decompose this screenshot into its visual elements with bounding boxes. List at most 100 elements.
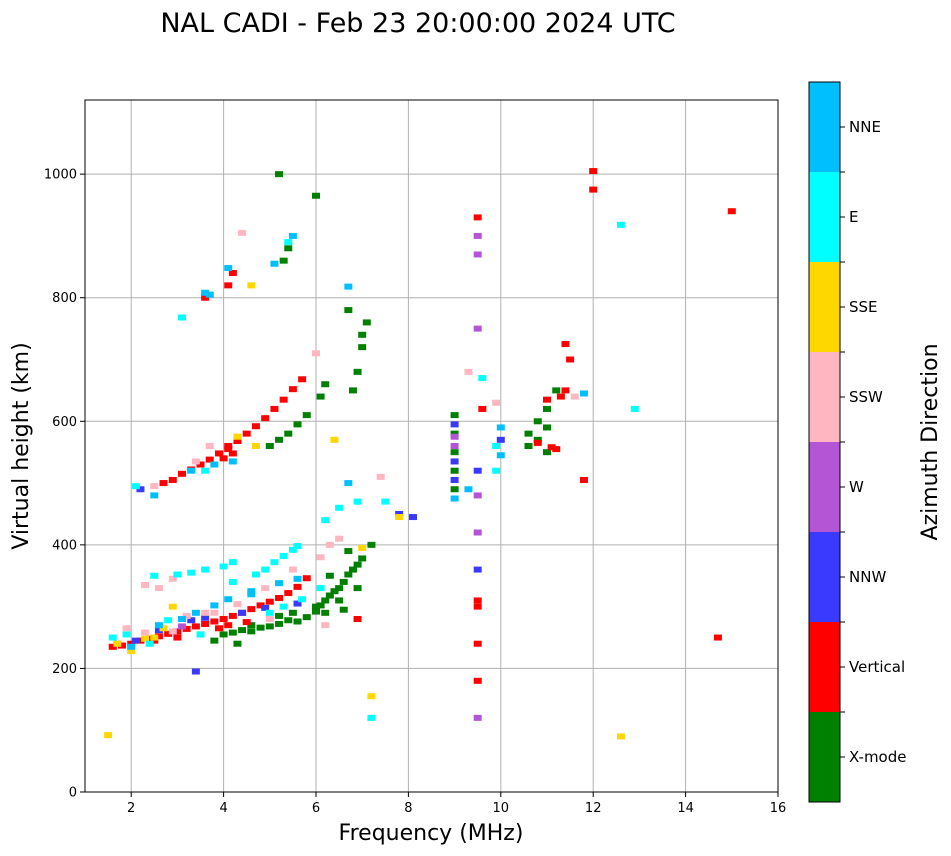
data-point (353, 561, 362, 568)
data-point (367, 541, 376, 548)
data-point (270, 559, 279, 566)
data-point (178, 623, 187, 630)
data-point (242, 430, 251, 437)
data-point (381, 498, 390, 505)
data-point (265, 598, 274, 605)
data-point (122, 631, 131, 638)
y-tick-label: 1000 (44, 168, 77, 183)
data-point (543, 449, 551, 456)
data-point (224, 282, 233, 289)
data-point (154, 622, 163, 629)
colorbar-tick-label: SSE (849, 298, 878, 316)
data-point (238, 609, 247, 616)
data-point (348, 566, 357, 573)
plot-background (85, 100, 778, 792)
data-point (492, 467, 501, 474)
data-point (561, 341, 570, 348)
data-point (450, 458, 459, 465)
data-point (284, 617, 293, 624)
data-point (178, 470, 187, 477)
data-point (339, 606, 348, 613)
data-point (201, 566, 210, 573)
data-point (251, 571, 260, 578)
x-tick-label: 16 (770, 801, 787, 816)
data-point (298, 376, 307, 383)
data-point (344, 571, 353, 578)
data-point (312, 603, 320, 610)
data-point (247, 591, 256, 598)
data-point (547, 444, 556, 451)
data-point (261, 585, 270, 592)
x-tick-label: 12 (585, 801, 602, 816)
data-point (127, 643, 136, 650)
data-point (205, 443, 214, 449)
data-point (168, 603, 177, 610)
data-point (275, 612, 284, 619)
data-point (409, 514, 418, 521)
colorbar-frame (808, 81, 841, 803)
data-point (182, 625, 191, 632)
data-point (173, 634, 182, 641)
data-point (104, 732, 113, 739)
data-point (178, 314, 187, 321)
x-tick-label: 14 (677, 801, 694, 816)
data-point (141, 629, 150, 636)
data-point (321, 609, 330, 616)
data-point (496, 452, 505, 459)
x-tick-label: 6 (312, 801, 320, 816)
data-point (261, 415, 270, 422)
data-point (284, 590, 293, 597)
plot-frame (84, 99, 779, 793)
data-point (191, 458, 200, 465)
data-point (127, 640, 136, 647)
data-point (450, 430, 459, 437)
colorbar-tick-label: NNE (849, 118, 881, 136)
plot-area: 2 4 6 8 10 12 14 16 0 200 400 600 800 1000 (44, 99, 787, 816)
data-point (288, 566, 297, 573)
y-axis-label: Virtual height (km) (9, 342, 34, 549)
data-point (312, 192, 320, 199)
data-point (358, 331, 367, 338)
data-point (335, 504, 344, 511)
data-point (210, 609, 219, 616)
data-point (201, 614, 210, 621)
data-point (450, 476, 459, 483)
data-point (247, 588, 256, 595)
colorbar-segment-e (809, 172, 840, 262)
data-point (302, 412, 311, 419)
data-point (224, 265, 233, 272)
x-tick-label: 2 (127, 801, 135, 816)
data-point (228, 559, 237, 566)
data-point (201, 294, 210, 301)
data-point (275, 620, 284, 627)
data-point (335, 535, 344, 542)
data-point (168, 476, 177, 483)
data-point (450, 486, 459, 493)
colorbar-tick-label: X-mode (849, 748, 906, 766)
colorbar-segment-nne (809, 82, 840, 172)
data-point (473, 677, 482, 684)
data-point (191, 668, 200, 675)
colorbar-segment-ssw (809, 352, 840, 442)
data-point (247, 282, 256, 289)
colorbar-tick-label: NNW (849, 568, 886, 586)
data-point (256, 624, 265, 631)
data-point (191, 609, 200, 616)
colorbar-tick-label: SSW (849, 388, 883, 406)
data-point (131, 637, 140, 644)
data-point (275, 436, 284, 443)
series-ssw (122, 229, 579, 636)
data-point (293, 600, 302, 607)
data-point (492, 443, 501, 449)
colorbar-tick-label: Vertical (849, 658, 905, 676)
y-axis-ticks: 0 200 400 600 800 1000 (44, 168, 85, 801)
data-point (150, 637, 159, 644)
data-point (224, 443, 233, 449)
data-point (293, 421, 302, 428)
colorbar-label: Azimuth Direction (918, 343, 943, 540)
data-point (256, 602, 265, 609)
data-point (247, 606, 256, 613)
data-point (233, 438, 242, 445)
data-point (187, 467, 196, 474)
data-point (543, 424, 551, 431)
